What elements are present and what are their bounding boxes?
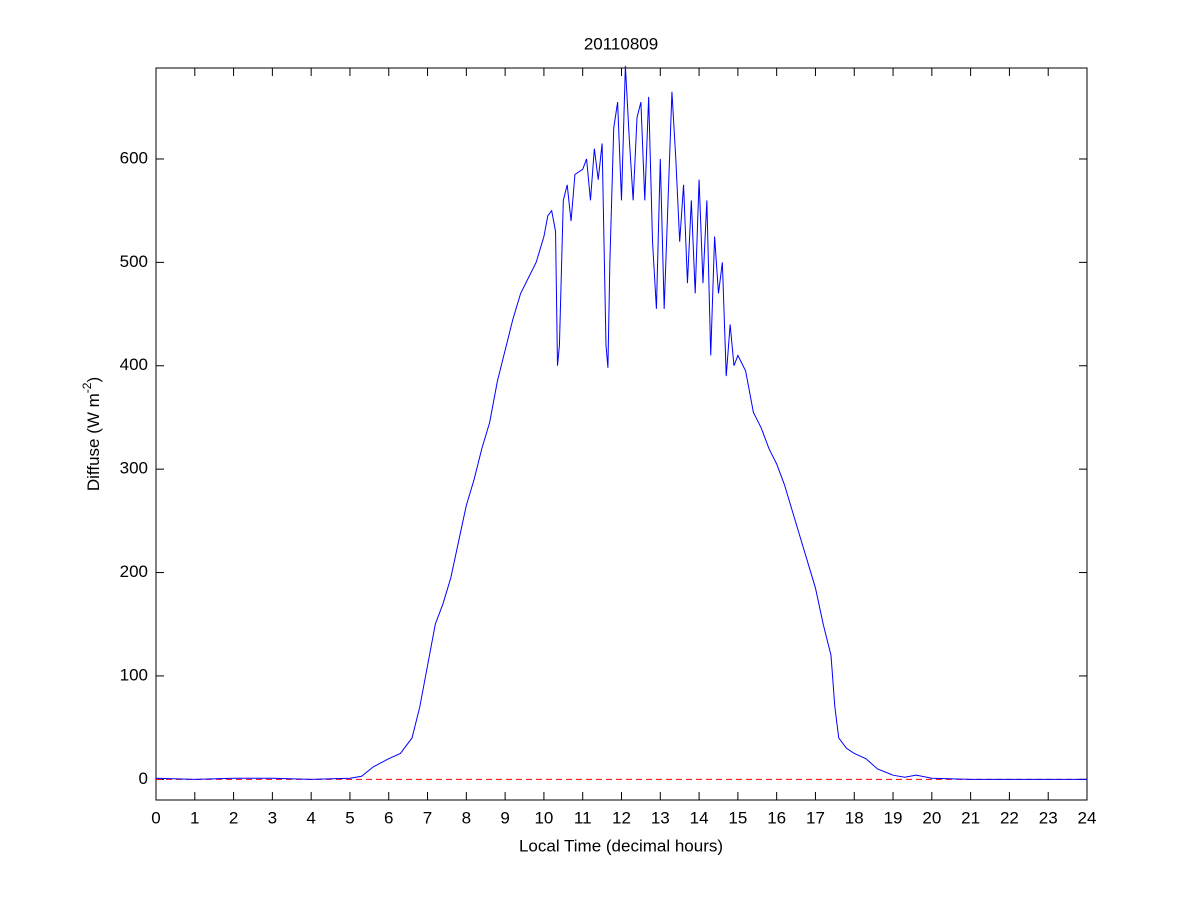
x-tick-label: 23 <box>1039 808 1058 827</box>
y-label-end: ) <box>84 377 103 383</box>
x-tick-label: 15 <box>728 808 747 827</box>
y-axis-label: Diffuse (W m-2) <box>80 377 103 491</box>
x-tick-label: 20 <box>922 808 941 827</box>
x-tick-label: 0 <box>151 808 160 827</box>
x-axis-label: Local Time (decimal hours) <box>519 836 723 855</box>
x-tick-label: 16 <box>767 808 786 827</box>
x-tick-label: 14 <box>690 808 709 827</box>
x-tick-label: 10 <box>534 808 553 827</box>
x-tick-label: 7 <box>423 808 432 827</box>
y-tick-label: 200 <box>120 562 148 581</box>
y-tick-label: 100 <box>120 665 148 684</box>
x-tick-label: 13 <box>651 808 670 827</box>
x-tick-label: 2 <box>229 808 238 827</box>
y-tick-label: 0 <box>139 769 148 788</box>
data-line <box>155 65 1087 780</box>
x-tick-label: 19 <box>884 808 903 827</box>
x-tick-label: 4 <box>306 808 315 827</box>
plot-frame <box>155 67 1088 801</box>
x-tick-label: 8 <box>462 808 471 827</box>
x-tick-label: 21 <box>961 808 980 827</box>
x-tick-label: 18 <box>845 808 864 827</box>
x-tick-label: 5 <box>345 808 354 827</box>
x-tick-label: 12 <box>612 808 631 827</box>
y-tick-label: 500 <box>120 252 148 271</box>
chart-title: 20110809 <box>584 34 658 53</box>
y-tick-label: 400 <box>120 355 148 374</box>
x-tick-label: 1 <box>190 808 199 827</box>
y-label-main: Diffuse (W m <box>84 393 103 491</box>
x-tick-label: 17 <box>806 808 825 827</box>
y-tick-label: 300 <box>120 459 148 478</box>
x-tick-label: 22 <box>1000 808 1019 827</box>
x-tick-label: 3 <box>268 808 277 827</box>
x-tick-label: 11 <box>574 808 592 827</box>
x-tick-label: 6 <box>384 808 393 827</box>
y-tick-label: 600 <box>120 148 148 167</box>
x-tick-label: 9 <box>500 808 509 827</box>
x-tick-label: 24 <box>1078 808 1097 827</box>
y-label-sup: -2 <box>80 382 94 393</box>
